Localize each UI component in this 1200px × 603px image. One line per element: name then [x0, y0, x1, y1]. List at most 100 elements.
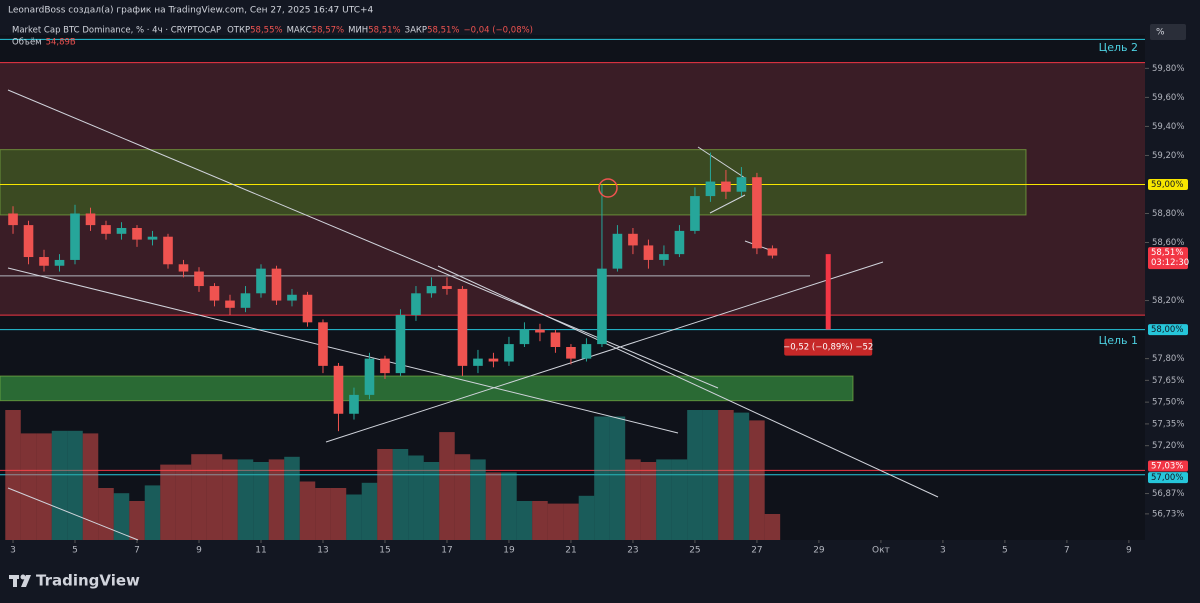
- candle-body: [85, 213, 96, 226]
- volume-bar: [749, 420, 765, 540]
- ohlc-label: МАКС: [287, 26, 312, 36]
- candle-body: [333, 365, 344, 414]
- volume-bar: [578, 495, 595, 540]
- candle-body: [23, 225, 34, 258]
- volume-bar: [67, 430, 83, 540]
- volume-bar: [5, 410, 21, 540]
- x-tick-label: 19: [503, 546, 515, 556]
- volume-bar: [671, 459, 688, 540]
- volume-bar: [36, 433, 52, 540]
- price-tag-label: 58,51%: [1151, 248, 1183, 258]
- price-tag: [1148, 178, 1188, 190]
- volume-bar: [129, 501, 145, 540]
- x-tick-label: 3: [940, 546, 946, 556]
- volume-bar: [764, 514, 781, 540]
- candle-body: [690, 196, 700, 231]
- volume-bar: [113, 493, 130, 540]
- candle-body: [116, 228, 127, 234]
- x-tick-label: 7: [134, 546, 140, 556]
- candle-body: [581, 344, 592, 359]
- candle-body: [628, 233, 638, 246]
- volume-bar: [392, 449, 409, 540]
- candle-body: [364, 358, 375, 395]
- footer: [0, 560, 1200, 603]
- author-line: LeonardBoss создал(а) график на TradingV…: [8, 6, 374, 16]
- candle-body: [380, 358, 390, 374]
- x-tick-label: Окт: [872, 546, 890, 556]
- x-tick-label: 5: [1002, 546, 1008, 556]
- candle-body: [736, 177, 747, 192]
- x-tick-label: 29: [813, 546, 825, 556]
- ohlc-label: ОТКР: [227, 26, 250, 36]
- candle-body: [271, 268, 282, 301]
- x-tick-label: 25: [689, 546, 700, 556]
- volume-bar: [160, 464, 176, 540]
- candle-body: [488, 358, 499, 362]
- logo-text: TradingView: [36, 572, 140, 590]
- volume-bar: [377, 449, 393, 540]
- volume-bar: [361, 482, 378, 540]
- candle-body: [767, 248, 778, 256]
- volume-bar: [330, 488, 347, 540]
- ohlc-label: ЗАКР: [405, 26, 427, 36]
- y-tick-label: 57,35%: [1152, 419, 1184, 429]
- y-tick-label: 57,65%: [1152, 376, 1184, 386]
- volume-bar: [144, 485, 161, 540]
- scale-button[interactable]: [1150, 24, 1186, 40]
- x-tick-label: 27: [751, 546, 762, 556]
- candle-body: [225, 300, 235, 308]
- candle-body: [70, 213, 80, 260]
- candle-body: [612, 233, 623, 269]
- candle-body: [8, 213, 18, 226]
- ohlc-value: 58,57%: [312, 26, 344, 36]
- volume-bar: [237, 459, 254, 540]
- candle-body: [54, 259, 65, 266]
- x-tick-label: 11: [255, 546, 266, 556]
- ohlc-value: 58,55%: [250, 26, 282, 36]
- price-tag-label: 58,00%: [1151, 325, 1183, 335]
- scale-button-label[interactable]: %: [1156, 28, 1165, 38]
- y-tick-label: 58,80%: [1152, 209, 1184, 219]
- volume-bar: [718, 410, 734, 540]
- volume-bar: [532, 501, 548, 540]
- y-tick-label: 58,20%: [1152, 296, 1184, 306]
- candle-body: [705, 181, 716, 197]
- volume-bar: [346, 494, 362, 540]
- y-tick-label: 57,50%: [1152, 398, 1184, 408]
- candle-body: [752, 177, 762, 249]
- candle-body: [566, 346, 576, 359]
- price-tag: [1148, 247, 1188, 270]
- volume-bar: [454, 454, 471, 540]
- candle-body: [163, 236, 173, 265]
- candle-body: [721, 181, 731, 192]
- volume-bar: [702, 410, 719, 540]
- y-tick-label: 59,40%: [1152, 122, 1184, 132]
- volume-bar: [485, 472, 502, 540]
- price-tag-label: 59,00%: [1151, 180, 1183, 190]
- price-tag-label: 57,00%: [1151, 473, 1183, 483]
- candle-body: [240, 293, 251, 308]
- candle-body: [287, 294, 297, 301]
- candle-body: [178, 264, 189, 272]
- y-tick-label: 59,20%: [1152, 151, 1184, 161]
- volume-bar: [222, 459, 238, 540]
- volume-bar: [98, 488, 114, 540]
- y-tick-label: 57,80%: [1152, 354, 1184, 364]
- volume-bar: [687, 410, 703, 540]
- candle-body: [674, 230, 685, 255]
- volume-bar: [470, 459, 486, 540]
- candle-body: [132, 228, 142, 240]
- x-tick-label: 5: [72, 546, 78, 556]
- volume-bar: [563, 503, 579, 540]
- x-tick-label: 21: [565, 546, 576, 556]
- price-tag: [1148, 460, 1188, 472]
- volume-bar: [423, 462, 440, 540]
- volume-bar: [299, 481, 316, 540]
- candle-body: [101, 225, 111, 234]
- volume-bar: [656, 459, 672, 540]
- candle-body: [504, 344, 514, 362]
- candle-body: [659, 254, 669, 260]
- candle-body: [442, 286, 452, 289]
- volume-bar: [175, 464, 192, 540]
